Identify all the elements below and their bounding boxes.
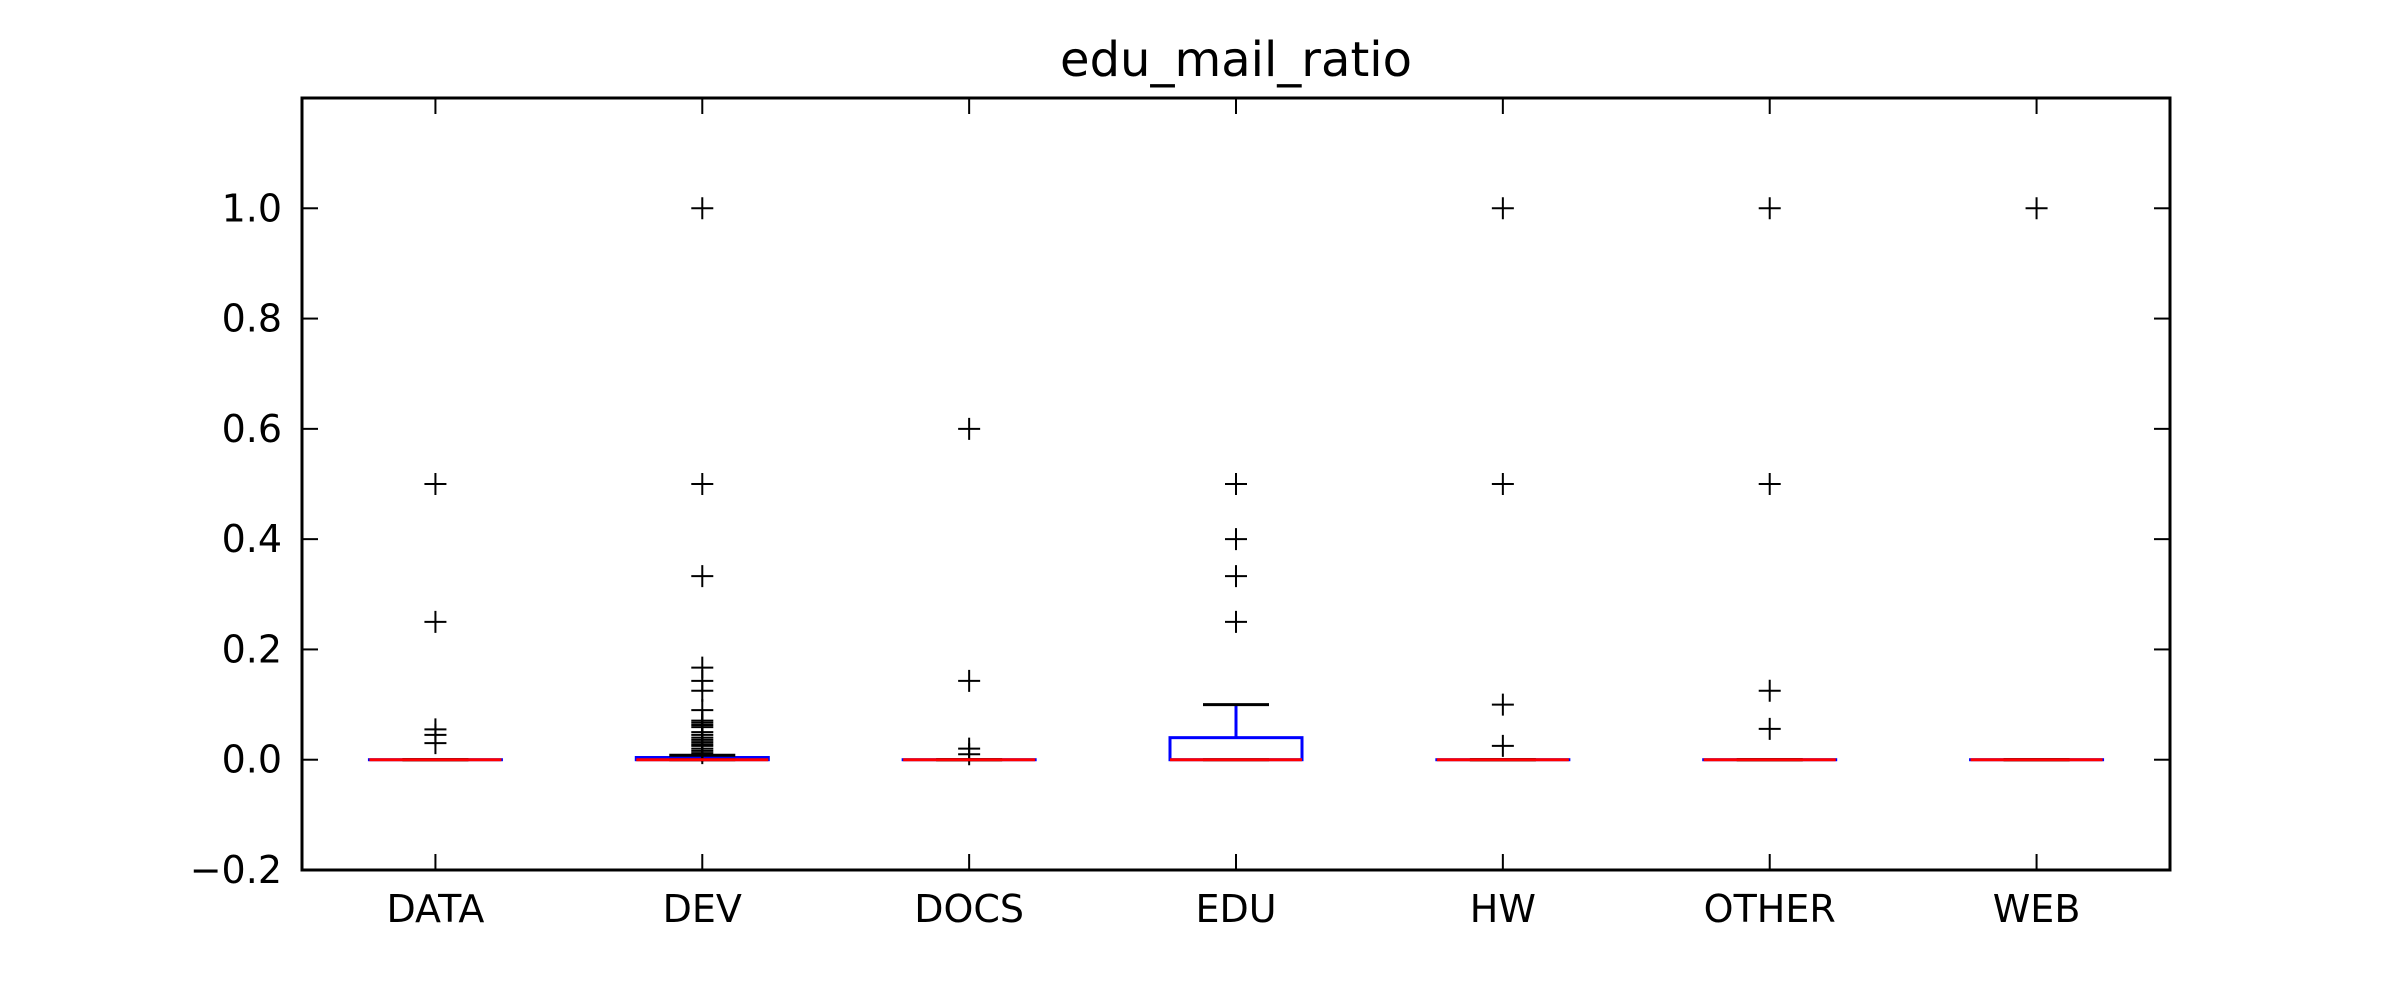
flier-point [1225, 565, 1247, 588]
x-tick-label: DATA [386, 887, 484, 931]
y-tick-label: 1.0 [222, 186, 282, 230]
flier-point [691, 679, 714, 702]
x-tick-label: WEB [1993, 887, 2081, 931]
flier-point [1225, 610, 1247, 633]
flier-point [2025, 197, 2048, 220]
flier-point [1491, 693, 1514, 716]
flier-point [424, 732, 447, 755]
flier-point [691, 565, 714, 588]
flier-point [1758, 679, 1781, 702]
flier-point [1491, 734, 1514, 757]
x-tick-label: DEV [663, 887, 742, 931]
box-edu [1168, 736, 1304, 762]
flier-point [1758, 473, 1781, 495]
x-tick-label: EDU [1195, 887, 1276, 931]
flier-point [958, 669, 981, 692]
y-tick-label: 0.2 [222, 627, 282, 671]
flier-point [958, 417, 981, 440]
x-tick-label: OTHER [1704, 887, 1836, 931]
x-tick-label: DOCS [914, 887, 1024, 931]
y-tick-label: 0.0 [222, 738, 282, 782]
plot-frame [300, 96, 2172, 872]
y-tick-label: 0.4 [222, 517, 282, 561]
y-tick-label: 0.6 [222, 407, 282, 451]
flier-point [424, 473, 447, 495]
flier-point [958, 743, 981, 766]
flier-point [691, 473, 714, 495]
flier-point [1758, 197, 1781, 220]
x-tick-label: HW [1470, 887, 1536, 931]
y-tick-label: 0.8 [222, 297, 282, 341]
chart-title: edu_mail_ratio [1060, 32, 1412, 88]
y-tick-label: −0.2 [190, 848, 282, 892]
flier-point [1491, 473, 1514, 495]
flier-point [1225, 528, 1247, 551]
plot-area: −0.2 0.0 0.2 0.4 0.6 0.8 1.0 DATA DEV DOCS EDU HW OT… [190, 98, 2170, 931]
flier-point [424, 610, 447, 633]
flier-point [1491, 197, 1514, 220]
flier-point [1225, 473, 1247, 495]
flier-point [1758, 717, 1781, 740]
flier-point [691, 197, 714, 220]
